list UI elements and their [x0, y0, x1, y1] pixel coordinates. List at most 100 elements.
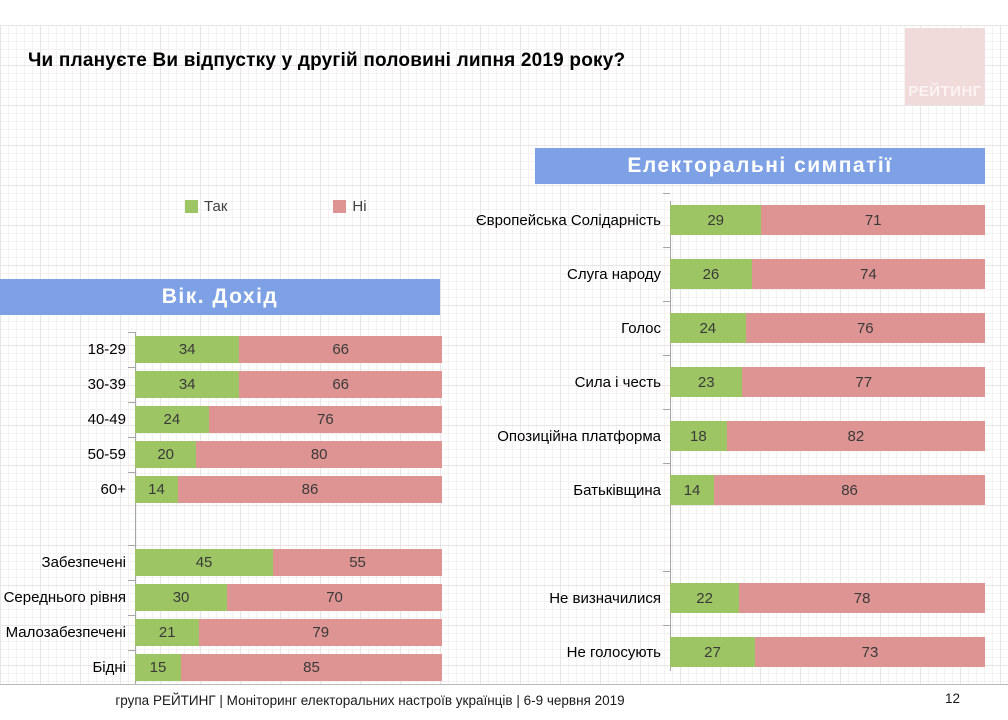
stacked-bar: 23 77: [670, 367, 985, 397]
bar-segment-yes: 18: [670, 421, 727, 451]
chart-header-electoral: Електоральні симпатії: [535, 148, 985, 184]
bar-segment-yes: 26: [670, 259, 752, 289]
chart-row: Малозабезпечені 21 79: [0, 615, 442, 646]
chart-row: Сила і честь 23 77: [470, 355, 985, 397]
chart-row: Не визначилися 22 78: [470, 571, 985, 613]
row-label: Батьківщина: [573, 481, 661, 499]
bar-segment-yes: 15: [135, 654, 182, 681]
bar-segment-no: 86: [714, 475, 985, 505]
chart-row: Голос 24 76: [470, 301, 985, 343]
bar-segment-yes: 21: [135, 619, 200, 646]
bar-segment-yes: 14: [135, 476, 178, 503]
row-label: 40-49: [87, 411, 126, 428]
row-label: 50-59: [87, 446, 126, 463]
stacked-bar: 34 66: [135, 336, 442, 363]
legend-label-no: Ні: [352, 198, 367, 215]
row-label: Малозабезпечені: [5, 624, 126, 641]
bar-segment-no: 76: [745, 313, 985, 343]
page-number: 12: [945, 691, 961, 706]
chart-row: 18-29 34 66: [0, 332, 442, 363]
bar-segment-yes: 34: [135, 336, 240, 363]
stacked-bar: 30 70: [135, 584, 442, 611]
row-label: 18-29: [87, 341, 126, 358]
bar-segment-no: 82: [726, 421, 985, 451]
bar-segment-no: 71: [761, 205, 985, 235]
chart-row: 50-59 20 80: [0, 437, 442, 468]
stacked-bar: 18 82: [670, 421, 985, 451]
bar-segment-no: 77: [742, 367, 985, 397]
stacked-bar: 34 66: [135, 371, 442, 398]
rating-logo-text: РЕЙТИНГ: [908, 83, 982, 100]
row-label: Голос: [621, 319, 661, 337]
legend-swatch-no-icon: [333, 200, 347, 213]
legend-label-yes: Так: [204, 198, 228, 215]
footer-divider: [0, 684, 1008, 685]
bar-segment-no: 70: [227, 584, 442, 611]
electoral-chart: Європейська Солідарність 29 71 Слуга народу…: [470, 193, 985, 671]
chart-row: Європейська Солідарність 29 71: [470, 193, 985, 235]
page-title: Чи плануєте Ви відпустку у другій полови…: [28, 50, 626, 71]
bar-segment-no: 79: [199, 619, 442, 646]
chart-row: Забезпечені 45 55: [0, 545, 442, 576]
bar-segment-no: 66: [239, 336, 442, 363]
bar-segment-no: 78: [739, 583, 985, 613]
row-label: 60+: [100, 481, 126, 498]
row-label: Опозиційна платформа: [497, 427, 661, 445]
bar-segment-no: 80: [196, 441, 442, 468]
rating-logo: РЕЙТИНГ: [905, 28, 985, 105]
bar-segment-yes: 45: [135, 549, 274, 576]
row-label: Сила і честь: [574, 373, 661, 391]
legend: Так Ні: [185, 198, 367, 215]
age-income-chart: 18-29 34 66 30-39 34 66 40-49 24 76 50-59 20 80 60+ 1…: [0, 332, 442, 685]
bar-segment-yes: 24: [670, 313, 746, 343]
chart-row: Слуга народу 26 74: [470, 247, 985, 289]
row-label: Не визначилися: [549, 589, 661, 607]
bar-segment-no: 86: [177, 476, 442, 503]
chart-row: Опозиційна платформа 18 82: [470, 409, 985, 451]
bar-segment-yes: 20: [135, 441, 197, 468]
row-label: Слуга народу: [567, 265, 661, 283]
legend-item-yes: Так: [185, 198, 227, 215]
stacked-bar: 14 86: [135, 476, 442, 503]
row-label: Середнього рівня: [3, 589, 126, 606]
stacked-bar: 14 86: [670, 475, 985, 505]
stacked-bar: 20 80: [135, 441, 442, 468]
legend-swatch-yes-icon: [185, 200, 198, 213]
row-label: Забезпечені: [41, 554, 126, 571]
group-gap: [470, 529, 985, 559]
bar-segment-no: 55: [273, 549, 442, 576]
bar-segment-no: 76: [208, 406, 442, 433]
bar-segment-no: 73: [755, 637, 985, 667]
row-label: Не голосують: [566, 643, 661, 661]
chart-row: 40-49 24 76: [0, 402, 442, 433]
stacked-bar: 24 76: [135, 406, 442, 433]
bar-segment-no: 66: [239, 371, 442, 398]
bar-segment-yes: 23: [670, 367, 743, 397]
group-gap: [0, 511, 442, 541]
chart-row: Бідні 15 85: [0, 650, 442, 681]
bar-segment-yes: 29: [670, 205, 762, 235]
stacked-bar: 29 71: [670, 205, 985, 235]
bar-segment-yes: 34: [135, 371, 240, 398]
bar-segment-yes: 24: [135, 406, 209, 433]
bar-segment-yes: 22: [670, 583, 740, 613]
chart-row: Батьківщина 14 86: [470, 463, 985, 505]
chart-row: Середнього рівня 30 70: [0, 580, 442, 611]
chart-header-age-income: Вік. Дохід: [0, 279, 440, 315]
bar-segment-no: 74: [751, 259, 985, 289]
stacked-bar: 15 85: [135, 654, 442, 681]
stacked-bar: 21 79: [135, 619, 442, 646]
stacked-bar: 26 74: [670, 259, 985, 289]
stacked-bar: 24 76: [670, 313, 985, 343]
chart-row: 60+ 14 86: [0, 472, 442, 503]
legend-item-no: Ні: [333, 198, 367, 215]
chart-row: Не голосують 27 73: [470, 625, 985, 667]
bar-segment-no: 85: [181, 654, 442, 681]
stacked-bar: 22 78: [670, 583, 985, 613]
chart-row: 30-39 34 66: [0, 367, 442, 398]
row-label: Європейська Солідарність: [475, 211, 661, 229]
row-label: Бідні: [92, 659, 126, 676]
footer-source: група РЕЙТИНГ | Моніторинг електоральних…: [115, 693, 625, 708]
stacked-bar: 45 55: [135, 549, 442, 576]
